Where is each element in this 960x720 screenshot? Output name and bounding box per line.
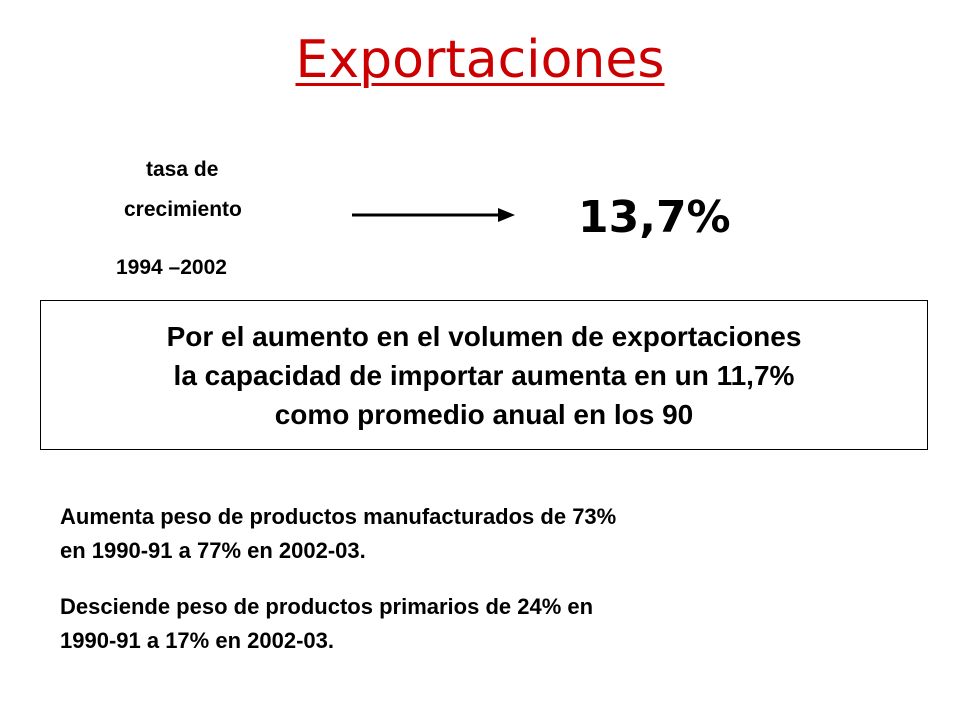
point-line: Aumenta peso de productos manufacturados…	[60, 504, 617, 529]
highlight-box: Por el aumento en el volumen de exportac…	[40, 300, 928, 450]
growth-rate: 13,7%	[578, 192, 731, 243]
box-line: como promedio anual en los 90	[274, 398, 694, 430]
growth-label: 1994 –2002	[116, 256, 227, 279]
title: Exportaciones	[295, 30, 665, 90]
point-line: en 1990-91 a 77% en 2002-03.	[60, 538, 366, 563]
arrow	[352, 208, 515, 222]
point-line: 1990-91 a 17% en 2002-03.	[60, 628, 334, 653]
point: Desciende peso de productos primarios de…	[60, 590, 890, 658]
box-line: Por el aumento en el volumen de exportac…	[166, 320, 802, 352]
box-line: la capacidad de importar aumenta en un 1…	[173, 359, 795, 391]
point: Aumenta peso de productos manufacturados…	[60, 500, 890, 568]
growth-label: crecimiento	[124, 198, 242, 221]
growth-label: tasa de	[146, 158, 219, 181]
point-line: Desciende peso de productos primarios de…	[60, 594, 594, 619]
